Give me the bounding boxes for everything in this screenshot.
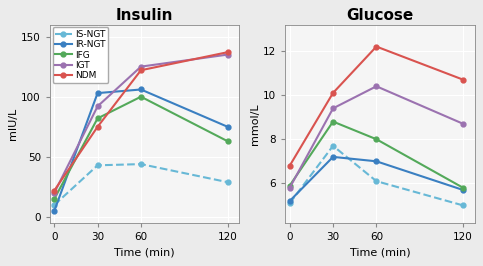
Title: Glucose: Glucose — [346, 8, 413, 23]
X-axis label: Time (min): Time (min) — [114, 248, 175, 258]
Title: Insulin: Insulin — [116, 8, 173, 23]
Y-axis label: mmol/L: mmol/L — [250, 103, 260, 145]
Legend: IS-NGT, IR-NGT, IFG, IGT, NDM: IS-NGT, IR-NGT, IFG, IGT, NDM — [53, 27, 108, 83]
X-axis label: Time (min): Time (min) — [350, 248, 411, 258]
Y-axis label: mIU/L: mIU/L — [8, 108, 18, 140]
